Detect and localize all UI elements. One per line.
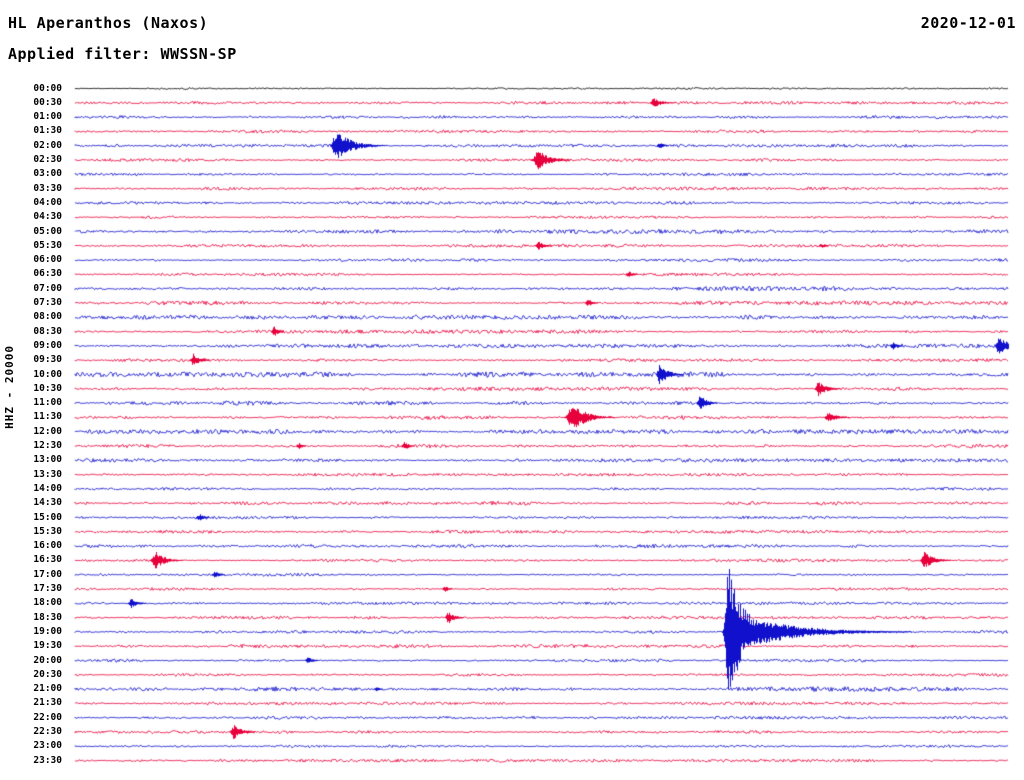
- seismogram-canvas: [0, 0, 1024, 780]
- helicorder-page: HL Aperanthos (Naxos) 2020-12-01 Applied…: [0, 0, 1024, 780]
